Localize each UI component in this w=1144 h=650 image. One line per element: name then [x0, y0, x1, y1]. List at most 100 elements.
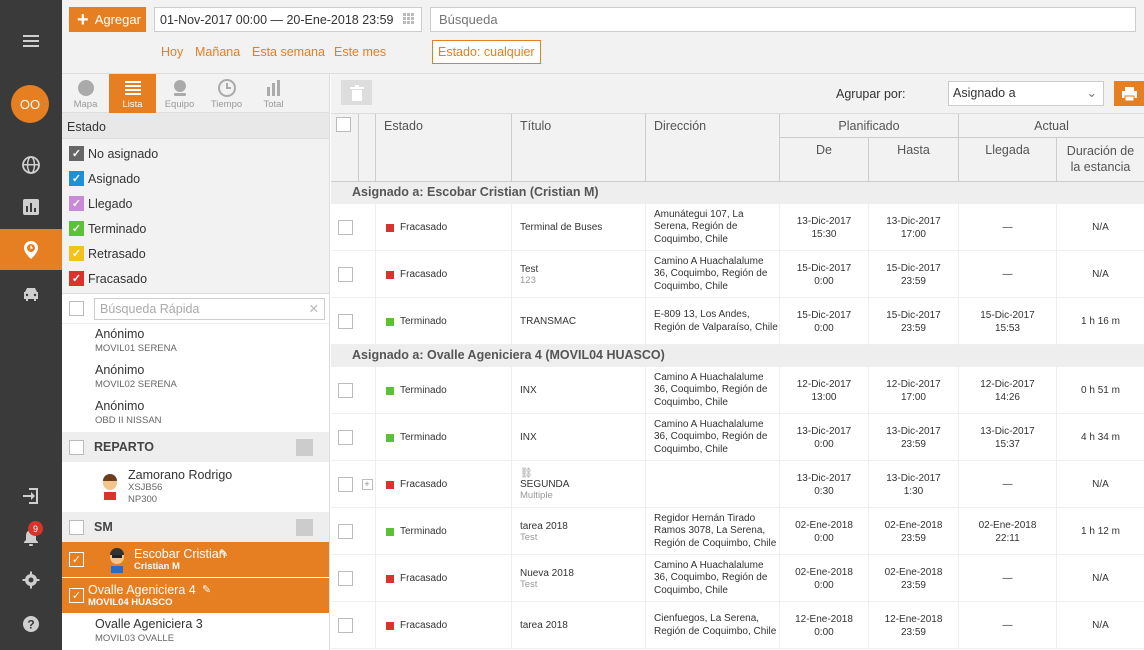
select-all-checkbox[interactable] — [69, 301, 84, 316]
status-llegado[interactable]: ✓ Llegado — [62, 191, 329, 216]
view-tabs: Mapa Lista Equipo Tiempo Total — [62, 74, 329, 113]
globe-icon[interactable] — [0, 145, 62, 185]
row-checkbox[interactable] — [337, 430, 353, 445]
table-row[interactable]: Fracasado Nueva 2018 Test Camino A Huachala… — [331, 555, 1144, 602]
table-row[interactable]: Fracasado Test 123 Camino A Huachalalume 36… — [331, 251, 1144, 298]
delete-button[interactable] — [341, 80, 372, 105]
status-terminado[interactable]: ✓ Terminado — [62, 216, 329, 241]
table-row[interactable]: Fracasado Terminal de Buses Amunátegui 107… — [331, 204, 1144, 251]
add-button[interactable]: + Agregar — [69, 7, 146, 32]
quick-link-mes[interactable]: Este mes — [334, 45, 387, 59]
tab-total[interactable]: Total — [250, 74, 297, 113]
col-titulo[interactable]: Título — [512, 114, 646, 182]
table-row[interactable]: Terminado INX Camino A Huachalalume 36, Co… — [331, 414, 1144, 461]
check-icon[interactable]: ✓ — [69, 196, 84, 211]
tab-mapa[interactable]: Mapa — [62, 74, 109, 113]
row-checkbox[interactable] — [337, 524, 353, 539]
resource-item[interactable]: Anónimo MOVIL02 SERENA — [62, 360, 329, 396]
collapse-icon[interactable] — [296, 439, 313, 456]
status-asignado[interactable]: ✓ Asignado — [62, 166, 329, 191]
gear-icon[interactable] — [0, 560, 62, 600]
row-checkbox[interactable] — [337, 220, 353, 235]
col-duracion[interactable]: Duración de la estancia — [1066, 144, 1135, 174]
help-icon[interactable]: ? — [0, 604, 62, 644]
arrival-cell: — — [959, 461, 1057, 508]
pencil-icon[interactable]: ✎ — [202, 584, 212, 596]
check-icon[interactable]: ✓ — [69, 146, 84, 161]
logout-icon[interactable] — [0, 476, 62, 516]
tab-equipo[interactable]: Equipo — [156, 74, 203, 113]
group-checkbox[interactable] — [69, 439, 84, 455]
row-checkbox[interactable] — [337, 477, 353, 492]
calendar-icon[interactable] — [403, 13, 417, 25]
table-row[interactable]: Terminado INX Camino A Huachalalume 36, Co… — [331, 367, 1144, 414]
row-checkbox[interactable] — [337, 571, 353, 586]
status-text: Terminado — [400, 526, 447, 537]
checkbox-checked[interactable]: ✓ — [69, 552, 84, 567]
group-checkbox[interactable] — [69, 519, 84, 535]
task-title: INX — [520, 432, 537, 443]
selected-resource[interactable]: ✓ Ovalle Ageniciera 4 MOVIL04 HUASCO ✎ — [62, 578, 329, 614]
title-cell[interactable]: TRANSMAC — [512, 298, 646, 345]
title-cell[interactable]: Nueva 2018 Test — [512, 555, 646, 602]
selected-resource[interactable]: ✓ Escobar Cristian Cristian M ✎ — [62, 542, 329, 578]
table-row[interactable]: + Fracasado ⛓ SEGUNDA Multiple 13-Dic-2017 0:… — [331, 461, 1144, 508]
row-checkbox[interactable] — [337, 314, 353, 329]
check-icon[interactable]: ✓ — [69, 221, 84, 236]
pencil-icon[interactable]: ✎ — [219, 548, 229, 560]
quick-link-hoy[interactable]: Hoy — [161, 45, 184, 59]
col-llegada[interactable]: Llegada — [959, 138, 1057, 182]
status-square-icon — [386, 621, 394, 630]
row-checkbox[interactable] — [337, 618, 353, 633]
col-estado[interactable]: Estado — [376, 114, 512, 182]
group-reparto[interactable]: REPARTO — [62, 432, 329, 462]
table-row[interactable]: Fracasado tarea 2018 Cienfuegos, La Serena… — [331, 602, 1144, 649]
title-cell[interactable]: Test 123 — [512, 251, 646, 298]
status-fracasado[interactable]: ✓ Fracasado — [62, 266, 329, 291]
schedule-icon[interactable] — [0, 229, 62, 270]
clear-icon[interactable]: ✕ — [308, 302, 319, 316]
resource-item[interactable]: Anónimo OBD II NISSAN — [62, 396, 329, 432]
tab-tiempo[interactable]: Tiempo — [203, 74, 250, 113]
title-cell[interactable]: INX — [512, 414, 646, 461]
title-cell[interactable]: tarea 2018 — [512, 602, 646, 649]
table-row[interactable]: Terminado TRANSMAC E-809 13, Los Andes, Re… — [331, 298, 1144, 345]
checkbox-checked[interactable]: ✓ — [69, 588, 84, 603]
check-icon[interactable]: ✓ — [69, 271, 84, 286]
resource-item[interactable]: Anónimo MOVIL01 SERENA — [62, 324, 329, 360]
quick-search-input[interactable]: Búsqueda Rápida ✕ — [94, 297, 325, 320]
car-icon[interactable] — [0, 274, 62, 314]
search-input[interactable] — [430, 7, 1136, 32]
chart-icon[interactable] — [0, 187, 62, 227]
menu-icon[interactable] — [0, 21, 62, 61]
row-checkbox[interactable] — [337, 383, 353, 398]
status-text: Terminado — [400, 432, 447, 443]
status-no-asignado[interactable]: ✓ No asignado — [62, 141, 329, 166]
tab-lista[interactable]: Lista — [109, 74, 156, 113]
resource-item[interactable]: Ovalle Ageniciera 3 MOVIL03 OVALLE — [62, 614, 329, 650]
quick-link-semana[interactable]: Esta semana — [252, 45, 325, 59]
group-sm[interactable]: SM — [62, 512, 329, 542]
row-checkbox[interactable] — [337, 267, 353, 282]
col-direccion[interactable]: Dirección — [646, 114, 780, 182]
quick-link-manana[interactable]: Mañana — [195, 45, 241, 59]
col-hasta[interactable]: Hasta — [869, 138, 959, 182]
avatar[interactable]: OO — [11, 85, 49, 123]
collapse-icon[interactable] — [296, 519, 313, 536]
date-range-field[interactable]: 01-Nov-2017 00:00 — 20-Ene-2018 23:59 — [154, 7, 422, 32]
check-icon[interactable]: ✓ — [69, 171, 84, 186]
status-filter-button[interactable]: Estado: cualquier — [432, 40, 541, 64]
title-cell[interactable]: INX — [512, 367, 646, 414]
title-cell[interactable]: Terminal de Buses — [512, 204, 646, 251]
title-cell[interactable]: tarea 2018 Test — [512, 508, 646, 555]
status-retrasado[interactable]: ✓ Retrasado — [62, 241, 329, 266]
title-cell[interactable]: ⛓ SEGUNDA Multiple — [512, 461, 646, 508]
group-by-select[interactable]: Asignado a ⌄ — [948, 81, 1104, 106]
check-icon[interactable]: ✓ — [69, 246, 84, 261]
col-de[interactable]: De — [780, 138, 869, 182]
member-item[interactable]: Zamorano Rodrigo XSJB56 NP300 — [62, 462, 329, 512]
table-row[interactable]: Terminado tarea 2018 Test Regidor Hernán Ti… — [331, 508, 1144, 555]
select-all-rows-checkbox[interactable] — [336, 117, 351, 132]
print-button[interactable] — [1114, 81, 1144, 106]
expand-icon[interactable]: + — [361, 479, 373, 490]
